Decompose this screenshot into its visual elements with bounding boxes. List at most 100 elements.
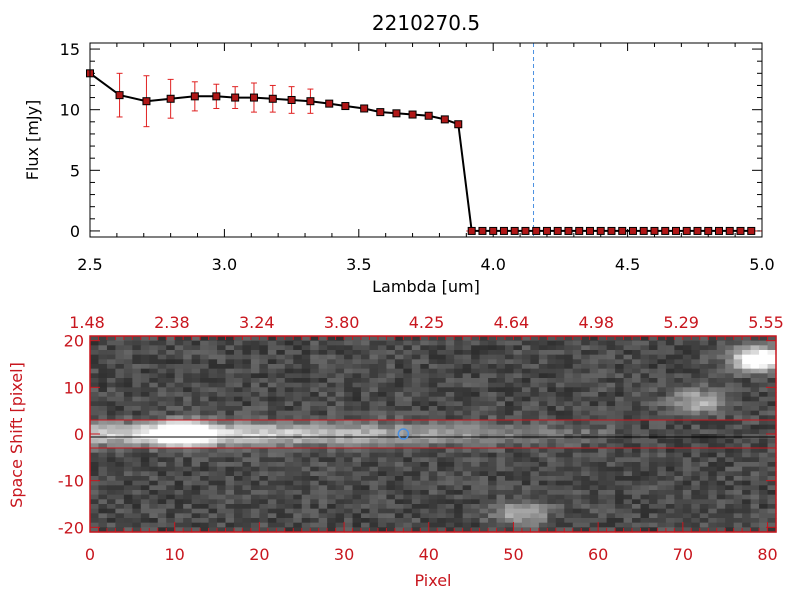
image-pixel bbox=[589, 410, 599, 416]
image-pixel bbox=[699, 490, 709, 496]
image-pixel bbox=[361, 485, 371, 491]
image-pixel bbox=[420, 396, 430, 402]
image-pixel bbox=[166, 415, 176, 421]
image-pixel bbox=[606, 513, 616, 519]
image-pixel bbox=[648, 354, 659, 360]
image-pixel bbox=[742, 513, 752, 519]
image-pixel bbox=[132, 350, 142, 356]
image-pixel bbox=[123, 345, 133, 351]
image-pixel bbox=[149, 494, 159, 500]
image-pixel bbox=[428, 364, 438, 370]
image-pixel bbox=[208, 420, 218, 426]
image-pixel bbox=[488, 462, 498, 468]
image-pixel bbox=[90, 368, 100, 374]
image-pixel bbox=[547, 373, 557, 379]
image-pixel bbox=[538, 406, 548, 412]
image-pixel bbox=[615, 429, 625, 435]
image-pixel bbox=[615, 490, 625, 496]
image-pixel bbox=[225, 490, 235, 496]
flux-point bbox=[532, 226, 541, 235]
image-pixel bbox=[759, 527, 769, 533]
image-pixel bbox=[98, 396, 108, 402]
image-pixel bbox=[471, 494, 481, 500]
image-pixel bbox=[352, 401, 362, 407]
image-pixel bbox=[225, 387, 235, 393]
image-pixel bbox=[386, 499, 396, 505]
image-pixel bbox=[293, 466, 303, 472]
image-pixel bbox=[225, 401, 235, 407]
image-pixel bbox=[716, 406, 726, 412]
image-pixel bbox=[335, 508, 345, 514]
image-pixel bbox=[208, 518, 218, 524]
image-pixel bbox=[217, 429, 227, 435]
image-pixel bbox=[386, 340, 396, 346]
image-pixel bbox=[166, 480, 176, 486]
image-pixel bbox=[598, 429, 608, 435]
image-pixel bbox=[725, 410, 735, 416]
image-pixel bbox=[632, 387, 642, 393]
image-pixel bbox=[699, 410, 709, 416]
image-pixel bbox=[725, 387, 735, 393]
x-tick-label: 4.0 bbox=[480, 255, 505, 274]
image-pixel bbox=[538, 359, 548, 365]
image-pixel bbox=[259, 336, 269, 342]
image-pixel bbox=[547, 513, 557, 519]
image-pixel bbox=[462, 415, 472, 421]
image-pixel bbox=[750, 527, 760, 533]
image-pixel bbox=[428, 452, 438, 458]
image-pixel bbox=[98, 513, 108, 519]
image-pixel bbox=[132, 354, 142, 360]
image-pixel bbox=[123, 354, 133, 360]
image-pixel bbox=[488, 429, 498, 435]
image-pixel bbox=[742, 396, 752, 402]
image-pixel bbox=[386, 466, 396, 472]
image-pixel bbox=[123, 527, 133, 533]
image-pixel bbox=[115, 485, 125, 491]
image-pixel bbox=[682, 350, 692, 356]
image-pixel bbox=[572, 382, 582, 388]
image-pixel bbox=[394, 392, 404, 398]
image-pixel bbox=[335, 513, 345, 519]
image-pixel bbox=[183, 424, 193, 430]
spectrum-ticks bbox=[89, 43, 763, 237]
image-pixel bbox=[123, 368, 133, 374]
image-pixel bbox=[725, 424, 735, 430]
image-pixel bbox=[106, 471, 117, 477]
image-pixel bbox=[377, 396, 388, 402]
image-pixel bbox=[513, 373, 523, 379]
image-pixel bbox=[318, 471, 328, 477]
image-pixel bbox=[428, 424, 438, 430]
image-pixel bbox=[259, 466, 269, 472]
image-pixel bbox=[115, 480, 125, 486]
image-pixel bbox=[589, 490, 599, 496]
image-pixel bbox=[623, 387, 633, 393]
image-pixel bbox=[445, 424, 455, 430]
image-pixel bbox=[293, 396, 303, 402]
image-pixel bbox=[132, 466, 142, 472]
image-pixel bbox=[691, 396, 701, 402]
image-pixel bbox=[217, 359, 227, 365]
image-pixel bbox=[513, 392, 523, 398]
image-pixel bbox=[445, 345, 455, 351]
image-pixel bbox=[632, 522, 642, 528]
flux-series-line bbox=[89, 72, 752, 232]
image-pixel bbox=[394, 490, 404, 496]
image-pixel bbox=[242, 364, 252, 370]
image-pixel bbox=[394, 476, 404, 482]
image-pixel bbox=[547, 420, 557, 426]
image-pixel bbox=[767, 424, 777, 430]
image-pixel bbox=[648, 387, 659, 393]
image-pixel bbox=[191, 527, 201, 533]
image-pixel bbox=[335, 396, 345, 402]
image-pixel bbox=[615, 471, 625, 477]
image-pixel bbox=[615, 527, 625, 533]
image-pixel bbox=[174, 443, 184, 449]
image-pixel bbox=[665, 378, 675, 384]
image-pixel bbox=[572, 527, 582, 533]
image-pixel bbox=[733, 387, 743, 393]
flux-point bbox=[650, 226, 659, 235]
image-pixel bbox=[530, 396, 540, 402]
image-pixel bbox=[293, 513, 303, 519]
image-pixel bbox=[445, 438, 455, 444]
image-pixel bbox=[572, 518, 582, 524]
